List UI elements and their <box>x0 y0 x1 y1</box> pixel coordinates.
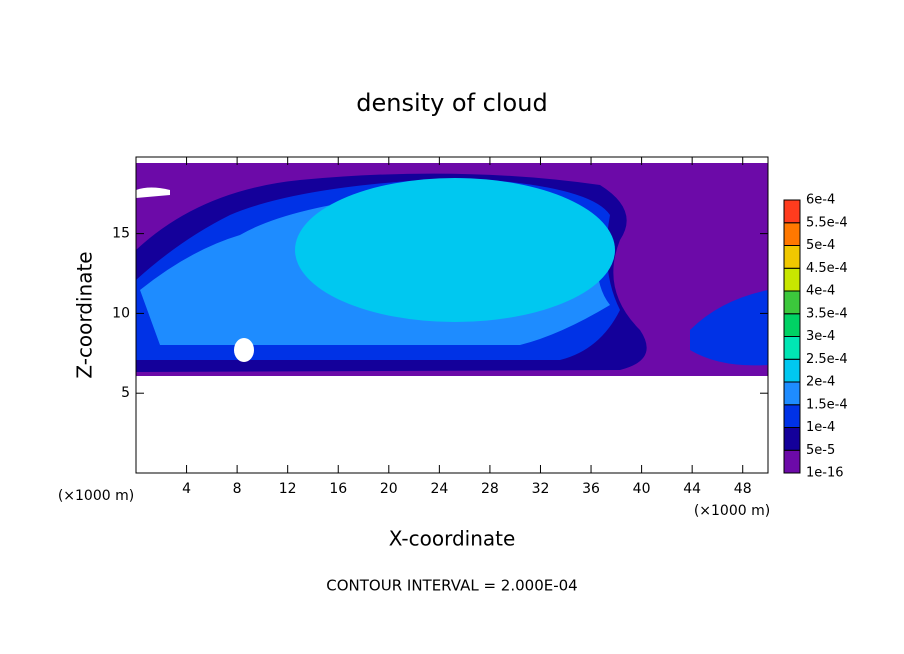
colorbar-label: 3e-4 <box>806 329 835 344</box>
colorbar-box <box>783 222 801 246</box>
colorbar-label: 1.5e-4 <box>806 397 848 412</box>
x-tick-label: 48 <box>734 481 752 497</box>
colorbar-label: 5e-5 <box>806 443 835 458</box>
chart-title: density of cloud <box>356 89 547 117</box>
y-axis-label: Z-coordinate <box>73 251 97 378</box>
x-tick-label: 20 <box>380 481 398 497</box>
x-axis-label: X-coordinate <box>389 527 516 551</box>
x-tick-label: 4 <box>182 481 191 497</box>
y-tick-label: 5 <box>121 385 130 401</box>
colorbar-label: 1e-4 <box>806 420 835 435</box>
x-tick-label: 8 <box>233 481 242 497</box>
footer-note: CONTOUR INTERVAL = 2.000E-04 <box>326 577 577 595</box>
x-tick-label: 28 <box>481 481 499 497</box>
colorbar-label: 5e-4 <box>806 238 835 253</box>
colorbar-label: 2.5e-4 <box>806 352 848 367</box>
colorbar-box <box>783 267 801 292</box>
colorbar-box <box>783 404 801 428</box>
x-tick-label: 40 <box>633 481 651 497</box>
colorbar-label: 4e-4 <box>806 284 835 299</box>
x-tick-label: 12 <box>279 481 297 497</box>
colorbar-label: 6e-4 <box>806 193 835 208</box>
colorbar-label: 1e-16 <box>806 466 844 481</box>
y-unit: (×1000 m) <box>58 488 134 504</box>
colorbar-box <box>783 336 801 360</box>
y-tick-label: 10 <box>112 305 130 321</box>
colorbar-box <box>783 381 801 406</box>
colorbar-label: 2e-4 <box>806 375 835 390</box>
colorbar-box <box>783 449 801 474</box>
colorbar-box <box>783 199 801 224</box>
colorbar-box <box>783 290 801 315</box>
x-tick-label: 36 <box>582 481 600 497</box>
colorbar-label: 5.5e-4 <box>806 215 848 230</box>
colorbar-box <box>783 427 801 451</box>
colorbar-label: 3.5e-4 <box>806 306 848 321</box>
colorbar-box <box>783 245 801 269</box>
colorbar-box <box>783 313 801 337</box>
colorbar-label: 4.5e-4 <box>806 261 848 276</box>
contour-field <box>136 157 768 376</box>
y-tick-label: 15 <box>112 226 130 242</box>
x-tick-label: 24 <box>430 481 448 497</box>
x-unit: (×1000 m) <box>694 503 770 519</box>
x-tick-label: 44 <box>683 481 701 497</box>
colorbar-box <box>783 358 801 383</box>
x-tick-label: 32 <box>532 481 550 497</box>
x-tick-label: 16 <box>329 481 347 497</box>
plot-frame <box>135 156 769 474</box>
